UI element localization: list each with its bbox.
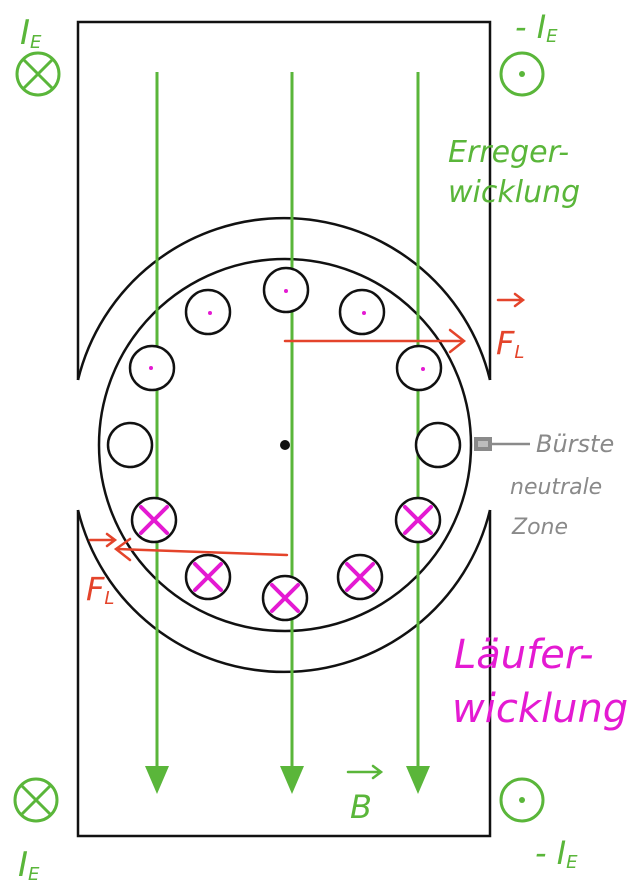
circle-dot-icon <box>499 777 545 823</box>
excitation-in-bottom-left <box>13 777 59 823</box>
neutrale-zone-label-line2: Zone <box>511 515 568 540</box>
excitation-out-top-right <box>499 51 545 97</box>
field-arrowhead-right <box>406 766 430 794</box>
stator-upper-pole <box>76 20 492 380</box>
field-label: B <box>350 788 372 826</box>
neutrale-zone-label-line1: neutrale <box>510 475 602 500</box>
excitation-in-top-left <box>15 51 61 97</box>
force-right-label: FL <box>496 324 524 363</box>
circle-dot-icon <box>338 288 386 336</box>
ie-top-left-label: IE <box>20 13 42 53</box>
field-arrowhead-left <box>145 766 169 794</box>
circle-dot-icon <box>128 344 176 392</box>
circle-cross-icon <box>394 496 442 544</box>
excitation-out-bottom-right <box>499 777 545 823</box>
circle-dot-icon <box>262 266 310 314</box>
stator-lower-pole <box>76 510 492 838</box>
buerste-label: Bürste <box>536 430 614 458</box>
pole-shoe-lower <box>76 509 492 674</box>
vector-arrow-fl-right <box>496 292 526 308</box>
circle-cross-icon <box>336 553 384 601</box>
ie-bottom-left-label: IE <box>18 845 40 885</box>
rotor <box>97 257 473 633</box>
force-arrow-right <box>283 328 467 354</box>
ie-bottom-right-label: - IE <box>535 834 578 873</box>
field-arrowhead-center <box>280 766 304 794</box>
erreger-label-line1: Erreger- <box>448 135 569 170</box>
vector-arrow-fl-left <box>88 532 118 548</box>
circle-cross-icon <box>13 777 59 823</box>
circle-cross-icon <box>130 496 178 544</box>
conductors-out <box>128 266 443 392</box>
circle-dot-icon <box>499 51 545 97</box>
laeufer-label-line2: wicklung <box>452 686 628 732</box>
circle-dot-icon <box>395 344 443 392</box>
vector-arrow-b <box>346 764 384 780</box>
force-arrow-left <box>113 537 289 562</box>
force-left-label: FL <box>86 570 114 609</box>
erreger-label-line2: wicklung <box>448 175 580 210</box>
pole-shoe-upper <box>76 216 492 381</box>
circle-dot-icon <box>184 288 232 336</box>
circle-cross-icon <box>261 574 309 622</box>
laeufer-label-line1: Läufer- <box>454 632 594 678</box>
circle-cross-icon <box>184 553 232 601</box>
rotor-center <box>280 440 290 450</box>
conductor-neutral-left <box>106 421 154 469</box>
conductor-neutral-right <box>414 421 462 469</box>
field-lines <box>145 72 430 794</box>
circle-cross-icon <box>15 51 61 97</box>
ie-top-right-label: - IE <box>515 8 558 47</box>
conductors-in <box>130 496 442 622</box>
